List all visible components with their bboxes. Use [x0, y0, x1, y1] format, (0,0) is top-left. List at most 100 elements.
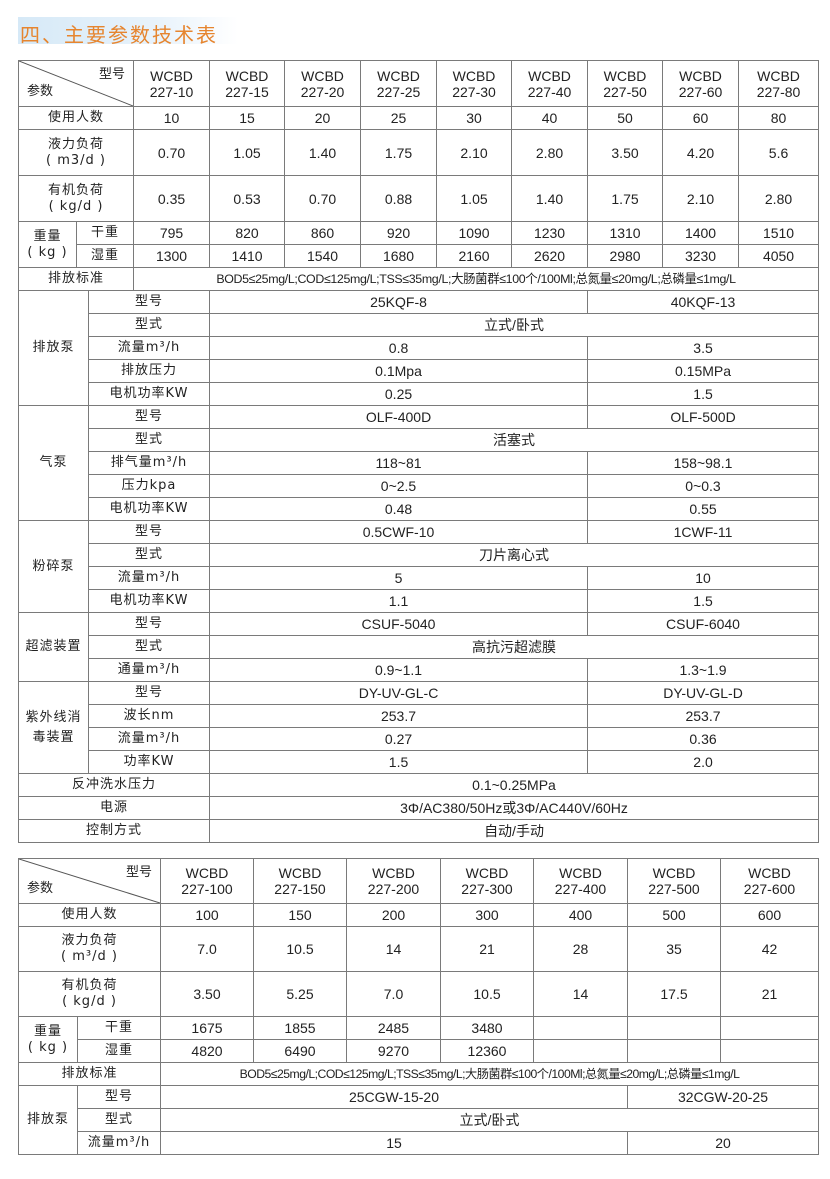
value-cell-text: 860: [310, 225, 335, 241]
value-cell-text: 15: [386, 1135, 402, 1151]
value-cell-text: 3.50: [611, 144, 639, 161]
value-cell: 1.05: [436, 175, 513, 222]
spec-table-1: 型号 参数 WCBD 227-10 WCBD 227-15 WCBD 227-20 WCBD 22…: [17, 60, 820, 843]
row-label: 液力负荷( m³/d ): [18, 926, 161, 972]
value-cell-text: CSUF-6040: [666, 616, 740, 632]
value-cell-text: 500: [662, 907, 686, 923]
model-header-text: 227-40: [527, 83, 572, 100]
value-cell-text: 1230: [533, 225, 566, 241]
dry-weight-label: 干重: [75, 221, 135, 245]
table-row: 压力kpa 0~2.5 0~0.3: [19, 474, 820, 498]
table-row: 排放泵 型号 25KQF-8 40KQF-13: [18, 290, 820, 406]
dry-weight-label-text: 干重: [104, 1020, 133, 1035]
value-cell: 10: [587, 566, 820, 590]
table-row: 液力负荷( m3/d ) 0.70 1.05 1.40 1.75 2.10 2.80 3.50…: [17, 129, 820, 176]
value-cell-text: 3480: [471, 1020, 503, 1036]
row-label-text: 使用人数: [48, 110, 105, 125]
value-cell-text: 高抗污超滤膜: [472, 639, 557, 655]
value-cell: 1.75: [360, 129, 438, 176]
sub-row-label-text: 电机功率KW: [109, 501, 189, 516]
value-cell: 10.5: [440, 971, 534, 1017]
sub-row-label: 通量m³/h: [87, 658, 211, 682]
table-row: 型号 参数 WCBD 227-10 WCBD 227-15 WCBD 227-20 WCBD 22…: [17, 60, 820, 107]
value-cell-text: 5: [394, 570, 403, 586]
sub-row-label-text: 型式: [135, 432, 164, 447]
sub-row-label: 型号: [87, 612, 211, 636]
value-cell: 5: [209, 566, 589, 590]
table-row: 流量m³/h 5 10: [19, 566, 820, 590]
value-cell-text: 1CWF-11: [673, 524, 733, 540]
sub-row-label-text: 型号: [104, 1089, 133, 1104]
value-cell: 0.70: [284, 175, 362, 222]
sub-row-label: 型号: [87, 405, 211, 429]
sub-row-label-text: 流量m³/h: [87, 1135, 151, 1150]
group-label: 超滤装置: [18, 612, 89, 682]
value-cell-text: 10.5: [473, 986, 501, 1002]
value-cell: 4820: [160, 1039, 254, 1063]
value-cell: 600: [720, 903, 819, 927]
value-cell: 253.7: [209, 704, 589, 728]
group-label-text: 气泵: [39, 455, 68, 470]
sub-row-label-text: 通量m³/h: [117, 662, 181, 677]
section-title: 四、主要参数技术表: [20, 23, 218, 47]
value-cell: 400: [533, 903, 628, 927]
model-header-text: WCBD: [372, 865, 415, 881]
value-cell-text: 2.10: [460, 144, 488, 161]
value-cell: 14: [533, 971, 628, 1017]
value-cell-text: 0.9~1.1: [374, 662, 423, 678]
value-cell: 10.5: [253, 926, 347, 972]
value-cell-text: 1.40: [308, 144, 337, 161]
weight-label-text: 重量: [33, 1023, 62, 1039]
value-cell-text: 2620: [533, 248, 566, 264]
value-cell: 2.80: [738, 175, 820, 222]
table-row: 排放标准 BOD5≤25mg/L;COD≤125mg/L;TSS≤35mg/L;大…: [18, 1062, 819, 1086]
row-label-text: 反冲洗水压力: [72, 777, 157, 792]
wet-weight-label: 湿重: [75, 244, 135, 268]
value-cell: 0.55: [587, 497, 820, 521]
value-cell: 28: [533, 926, 628, 972]
value-cell-text: 35: [666, 941, 682, 957]
value-cell-text: 0.27: [384, 731, 413, 747]
discharge-standard-value: BOD5≤25mg/L;COD≤125mg/L;TSS≤35mg/L;大肠菌群≤…: [133, 267, 820, 291]
value-cell: 1.5: [209, 750, 589, 774]
table-row: 电机功率KW 0.25 1.5: [19, 382, 820, 406]
value-cell: 3.50: [587, 129, 664, 176]
value-cell: 15: [209, 106, 286, 130]
value-cell-text: 0.55: [689, 501, 717, 517]
model-header-text: 227-50: [603, 83, 647, 100]
model-header-text: 227-300: [461, 881, 513, 897]
row-label: 使用人数: [18, 903, 161, 927]
value-cell-text: 17.5: [660, 986, 688, 1002]
row-label: 反冲洗水压力: [17, 773, 211, 797]
value-cell-text: 42: [761, 941, 778, 957]
value-cell-text: 1.1: [388, 593, 409, 609]
sub-row-label: 电机功率KW: [87, 589, 211, 613]
group-label-text: 排放泵: [32, 340, 75, 355]
wet-weight-label-text: 湿重: [91, 248, 120, 263]
value-cell: 150: [253, 903, 347, 927]
model-header-text: WCBD: [603, 67, 647, 84]
value-cell: 2.0: [587, 750, 820, 774]
model-header: WCBD 227-25: [360, 60, 438, 107]
value-cell: 32CGW-20-25: [627, 1085, 819, 1109]
row-label: 排放标准: [17, 267, 135, 291]
value-cell: 158~98.1: [587, 451, 820, 475]
model-header-text: 227-500: [648, 881, 700, 897]
table-row: 流量m³/h 0.27 0.36: [19, 727, 820, 751]
value-cell-text: 0.5CWF-10: [362, 524, 435, 540]
sub-row-label: 流量m³/h: [87, 727, 211, 751]
table-row: 型式 刀片离心式: [19, 543, 820, 567]
value-cell: 1090: [436, 221, 513, 245]
value-cell: 30: [436, 106, 513, 130]
value-cell: 3.50: [160, 971, 254, 1017]
value-cell-text: 0.53: [233, 190, 261, 207]
value-cell-text: 3230: [684, 248, 717, 264]
model-header-text: WCBD: [301, 67, 344, 84]
table-row: 流量m³/h 0.8 3.5: [19, 336, 820, 360]
value-cell-text: 3.5: [693, 340, 713, 356]
value-cell: 21: [720, 971, 819, 1017]
table-row: 紫外线消毒装置 型号 DY-UV-GL-C DY-UV-GL-D: [18, 681, 820, 774]
value-cell-text: OLF-500D: [670, 409, 736, 425]
model-header-text: 227-80: [756, 83, 801, 100]
value-cell: 100: [160, 903, 254, 927]
